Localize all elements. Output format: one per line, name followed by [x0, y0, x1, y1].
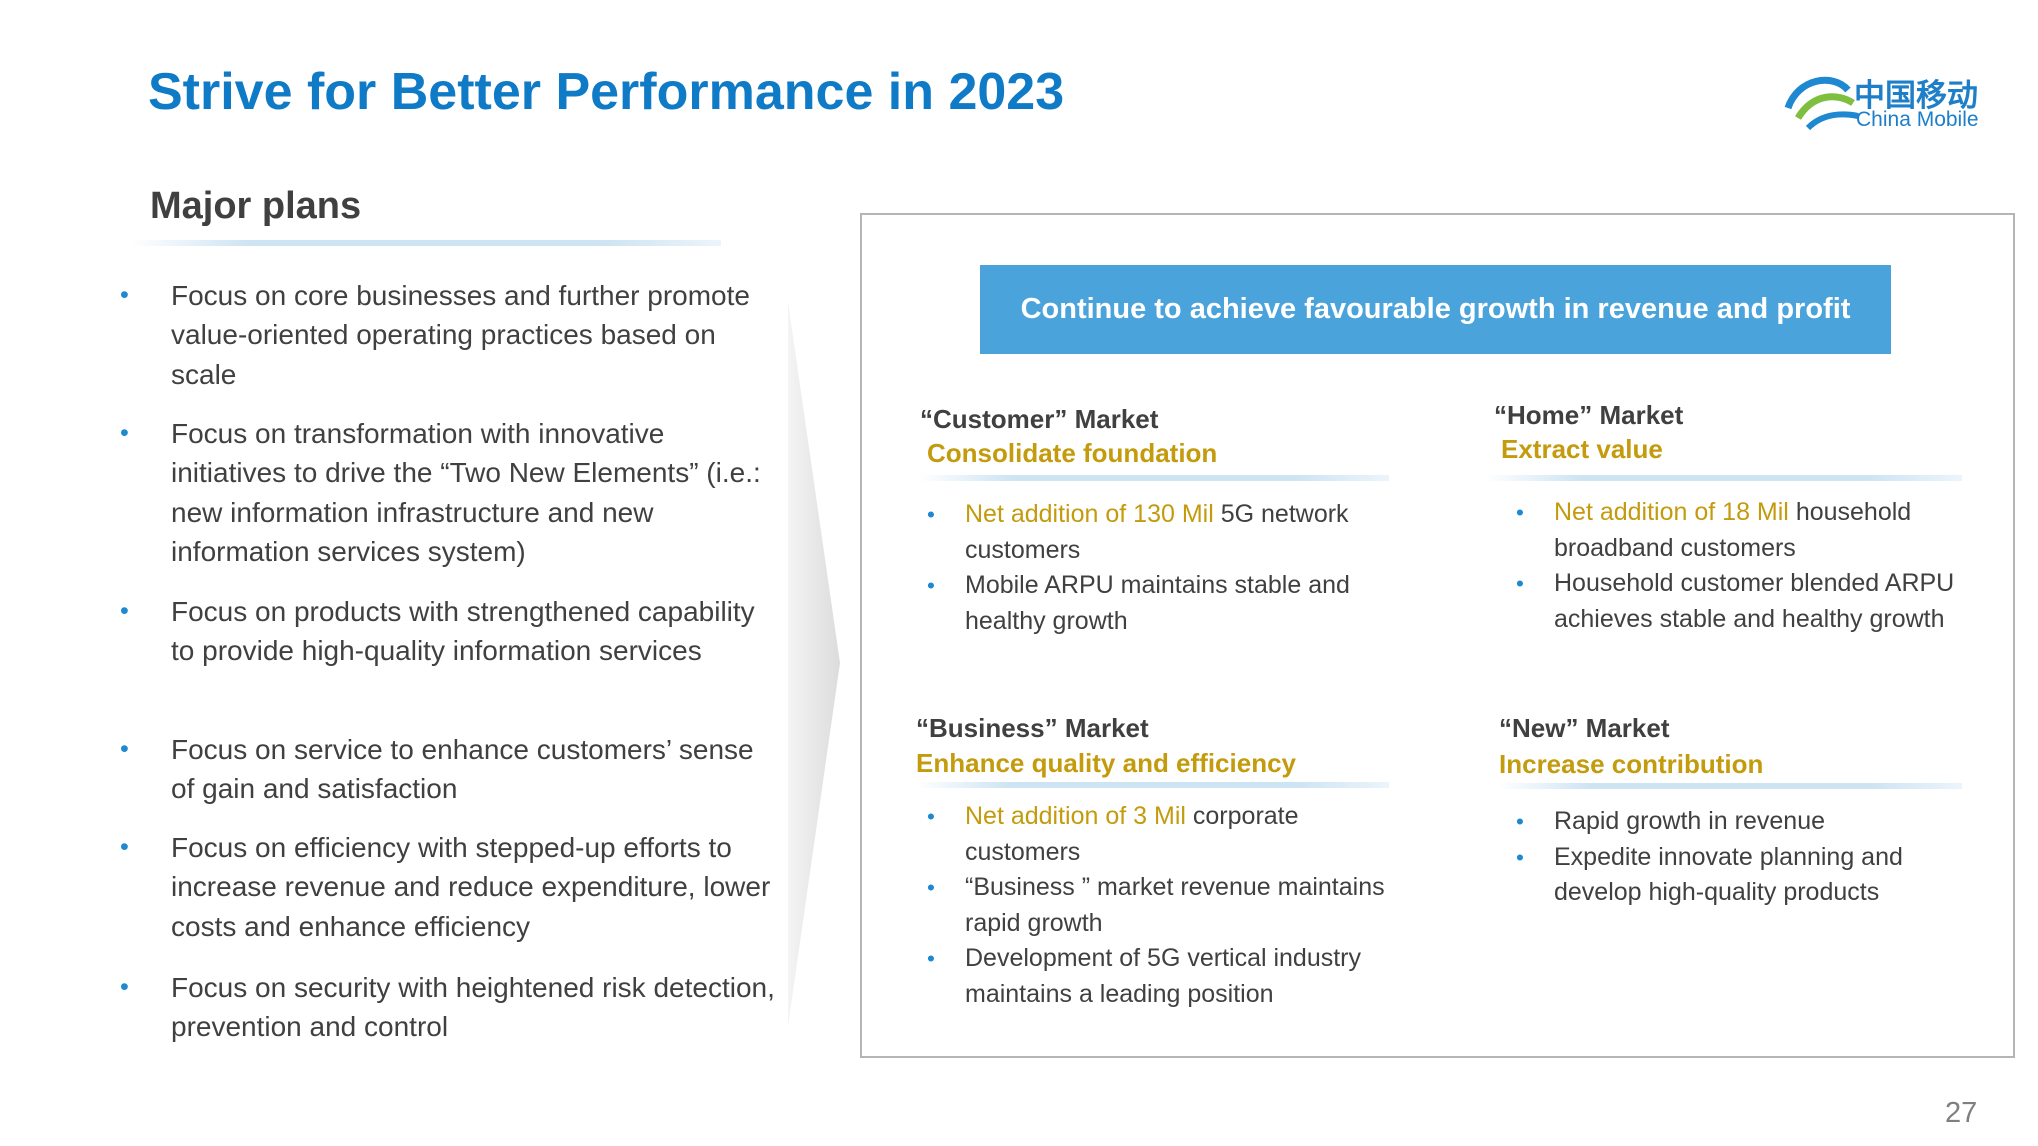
highlight: Net addition of 3 Mil	[965, 802, 1186, 830]
bullet-text: Focus on products with strengthened capa…	[171, 596, 755, 667]
bullet-dot: •	[120, 833, 129, 861]
bullet-dot: •	[927, 502, 935, 527]
slide-title: Strive for Better Performance in 2023	[148, 63, 1065, 121]
bullet-text: Development of 5G vertical industry main…	[965, 944, 1362, 1008]
bullet-item: • Rapid growth in revenue	[1516, 804, 1986, 840]
bullet-text: Net addition of 130 Mil 5G network custo…	[965, 497, 1407, 568]
bullet-text: Net addition of 18 Mil household broadba…	[1554, 495, 1986, 566]
bullet-rest: household broadband customers	[1554, 498, 1912, 562]
bullet-dot: •	[120, 281, 129, 309]
bullet-text: Household customer blended ARPU achieves…	[1554, 569, 1955, 633]
bullet-text: Net addition of 3 Mil corporate customer…	[965, 799, 1407, 870]
underline	[1486, 475, 1962, 481]
underline	[919, 475, 1389, 481]
bullet-item: • Development of 5G vertical industry mai…	[927, 941, 1407, 1012]
bullet-dot: •	[120, 419, 129, 447]
bullet-item: • Expedite innovate planning and develop …	[1516, 840, 1986, 911]
bullet-item: • “Business ” market revenue maintains ra…	[927, 870, 1407, 941]
bullet-text: Mobile ARPU maintains stable and healthy…	[965, 571, 1350, 635]
bullet-item: • Focus on transformation with innovative…	[120, 414, 780, 572]
bullet-text: Focus on security with heightened risk d…	[171, 972, 775, 1043]
underline	[1499, 783, 1962, 789]
bullet-text: Focus on core businesses and further pro…	[171, 280, 750, 390]
bullet-rest: 5G network customers	[965, 500, 1349, 564]
bullet-item: • Mobile ARPU maintains stable and health…	[927, 568, 1407, 639]
bullet-rest: corporate customers	[965, 802, 1299, 866]
bullet-dot: •	[927, 875, 935, 900]
logo-en: China Mobile	[1856, 108, 1979, 131]
bullet-dot: •	[120, 597, 129, 625]
market-title: “Business” Market	[916, 713, 1149, 743]
page-number: 27	[1945, 1097, 1978, 1129]
market-subtitle: Extract value	[1501, 434, 1663, 464]
market-subtitle: Consolidate foundation	[927, 438, 1218, 468]
arrow	[788, 302, 840, 1026]
logo-mark	[1784, 76, 1859, 131]
bullet-dot: •	[1516, 500, 1524, 525]
market-bullets: • Net addition of 130 Mil 5G network cust…	[927, 497, 1407, 639]
bullet-item: • Net addition of 130 Mil 5G network cust…	[927, 497, 1407, 568]
market-title: “Home” Market	[1494, 400, 1684, 430]
bullet-dot: •	[927, 946, 935, 971]
bullet-text: Rapid growth in revenue	[1554, 807, 1825, 835]
bullet-dot: •	[1516, 844, 1524, 870]
bullet-item: • Net addition of 3 Mil corporate custome…	[927, 799, 1407, 870]
bullet-dot: •	[120, 973, 129, 1001]
bullet-item: • Focus on service to enhance customers’ …	[120, 730, 780, 809]
bullet-dot: •	[1516, 571, 1524, 596]
bullet-item: • Focus on efficiency with stepped-up eff…	[120, 828, 780, 946]
highlight: Net addition of 130 Mil	[965, 500, 1214, 528]
logo-cn: 中国移动	[1854, 78, 1978, 113]
market-bullets: • Rapid growth in revenue • Expedite innova…	[1516, 804, 1986, 911]
bullet-dot: •	[120, 735, 129, 763]
bullet-text: “Business ” market revenue maintains rap…	[965, 873, 1385, 937]
bullet-text: Focus on efficiency with stepped-up effo…	[171, 832, 771, 942]
bullet-dot: •	[1516, 809, 1524, 834]
bullet-dot: •	[927, 804, 935, 829]
bullet-item: • Focus on security with heightened risk …	[120, 968, 780, 1047]
bullet-item: • Household customer blended ARPU achieve…	[1516, 566, 1986, 637]
market-title: “Customer” Market	[920, 404, 1159, 434]
plan-box	[860, 213, 2015, 1058]
market-bullets: • Net addition of 3 Mil corporate custome…	[927, 799, 1407, 1012]
market-bullets: • Net addition of 18 Mil household broadb…	[1516, 495, 1986, 637]
highlight: Net addition of 18 Mil	[1554, 498, 1789, 526]
bullet-item: • Focus on core businesses and further pr…	[120, 276, 780, 394]
underline	[916, 782, 1389, 788]
bullet-item: • Focus on products with strengthened cap…	[120, 592, 780, 671]
bullet-dot: •	[927, 573, 935, 598]
bullet-item: • Net addition of 18 Mil household broadb…	[1516, 495, 1986, 566]
section-heading: Major plans	[150, 185, 362, 227]
banner: Continue to achieve favourable growth in…	[980, 265, 1891, 354]
bullet-text: Expedite innovate planning and develop h…	[1554, 842, 1903, 907]
market-title: “New” Market	[1499, 713, 1670, 743]
underline	[131, 240, 721, 246]
bullet-text: Focus on service to enhance customers’ s…	[171, 734, 754, 805]
market-subtitle: Enhance quality and efficiency	[916, 748, 1296, 778]
market-subtitle: Increase contribution	[1499, 749, 1764, 779]
bullet-text: Focus on transformation with innovative …	[171, 418, 761, 568]
